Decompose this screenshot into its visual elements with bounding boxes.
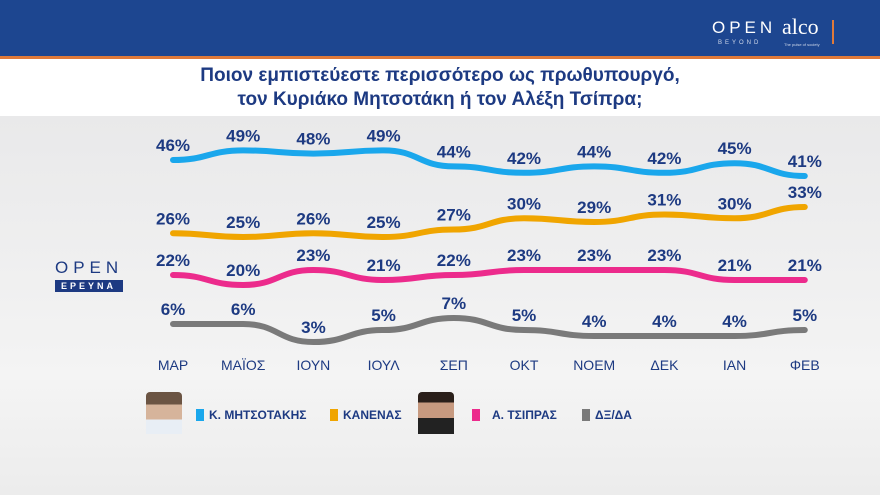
legend-label: ΚΑΝΕΝΑΣ bbox=[343, 408, 402, 422]
x-tick-label: ΙΟΥΛ bbox=[368, 357, 401, 373]
data-label: 26% bbox=[296, 209, 330, 228]
header-bar: OPEN BEYOND alco The pulse of society bbox=[0, 0, 880, 59]
data-label: 4% bbox=[652, 312, 677, 331]
series-line-0 bbox=[170, 147, 808, 179]
data-label: 5% bbox=[512, 306, 537, 325]
data-label: 5% bbox=[371, 306, 396, 325]
title-line-1: Ποιον εμπιστεύεστε περισσότερο ως πρωθυπ… bbox=[200, 65, 680, 86]
data-label: 30% bbox=[507, 194, 541, 213]
data-label: 46% bbox=[156, 136, 190, 155]
data-label: 41% bbox=[788, 152, 822, 171]
legend-swatch bbox=[196, 409, 204, 421]
x-tick-label: ΦΕΒ bbox=[790, 357, 820, 373]
data-label: 33% bbox=[788, 183, 822, 202]
legend-item-kanenas: ΚΑΝΕΝΑΣ bbox=[330, 408, 402, 422]
data-label: 5% bbox=[793, 306, 818, 325]
legend-item-tsipras: Α. ΤΣΙΠΡΑΣ bbox=[472, 408, 557, 422]
data-label: 21% bbox=[367, 256, 401, 275]
data-label: 30% bbox=[718, 194, 752, 213]
data-label: 6% bbox=[161, 300, 186, 319]
open-ereuna-logo: OPEN ΕΡΕΥΝΑ bbox=[55, 258, 124, 292]
legend-item-dkda: ΔΞ/ΔΑ bbox=[582, 408, 632, 422]
alco-logo: alco bbox=[782, 14, 819, 39]
series-line-3 bbox=[170, 314, 808, 346]
chart-title: Ποιον εμπιστεύεστε περισσότερο ως πρωθυπ… bbox=[0, 64, 880, 112]
data-label: 48% bbox=[296, 130, 330, 149]
legend-label: Α. ΤΣΙΠΡΑΣ bbox=[492, 408, 557, 422]
x-tick-label: ΜΑΪΟΣ bbox=[221, 357, 266, 373]
data-label: 23% bbox=[647, 246, 681, 265]
logo-top: OPEN bbox=[55, 258, 124, 277]
data-label: 44% bbox=[437, 142, 471, 161]
data-label: 49% bbox=[226, 126, 260, 145]
data-label: 4% bbox=[722, 312, 747, 331]
x-tick-label: ΙΟΥΝ bbox=[297, 357, 331, 373]
data-label: 3% bbox=[301, 318, 326, 337]
x-tick-label: ΙΑΝ bbox=[723, 357, 746, 373]
data-label: 6% bbox=[231, 300, 256, 319]
data-label: 27% bbox=[437, 206, 471, 225]
data-label: 25% bbox=[226, 213, 260, 232]
data-label: 22% bbox=[156, 251, 190, 270]
x-tick-label: ΣΕΠ bbox=[440, 357, 468, 373]
open-logo: OPEN bbox=[712, 18, 777, 37]
legend-swatch bbox=[582, 409, 590, 421]
alco-tagline: The pulse of society bbox=[784, 42, 820, 47]
logo-bottom: ΕΡΕΥΝΑ bbox=[55, 280, 124, 292]
data-label: 20% bbox=[226, 261, 260, 280]
data-label: 21% bbox=[788, 256, 822, 275]
divider bbox=[832, 20, 834, 44]
legend-label: Κ. ΜΗΤΣΟΤΑΚΗΣ bbox=[209, 408, 307, 422]
data-label: 23% bbox=[577, 246, 611, 265]
x-tick-label: ΔΕΚ bbox=[650, 357, 679, 373]
data-label: 44% bbox=[577, 142, 611, 161]
data-label: 21% bbox=[718, 256, 752, 275]
data-label: 42% bbox=[507, 149, 541, 168]
data-label: 25% bbox=[367, 213, 401, 232]
data-label: 49% bbox=[367, 126, 401, 145]
x-tick-label: ΜΑΡ bbox=[158, 357, 188, 373]
data-label: 45% bbox=[718, 139, 752, 158]
legend-swatch bbox=[330, 409, 338, 421]
legend-item-mitsotakis: Κ. ΜΗΤΣΟΤΑΚΗΣ bbox=[196, 408, 307, 422]
mitsotakis-photo bbox=[146, 392, 182, 434]
data-label: 31% bbox=[647, 191, 681, 210]
x-tick-label: ΟΚΤ bbox=[510, 357, 539, 373]
data-label: 26% bbox=[156, 209, 190, 228]
legend-label: ΔΞ/ΔΑ bbox=[595, 408, 632, 422]
legend-swatch bbox=[472, 409, 480, 421]
data-label: 22% bbox=[437, 251, 471, 270]
series-line-1 bbox=[170, 204, 808, 241]
data-label: 7% bbox=[442, 294, 467, 313]
series-line-2 bbox=[170, 266, 808, 289]
open-logo-sub: BEYOND bbox=[718, 40, 762, 46]
data-label: 29% bbox=[577, 198, 611, 217]
title-line-2: τον Κυριάκο Μητσοτάκη ή τον Αλέξη Τσίπρα… bbox=[237, 89, 643, 110]
tsipras-photo bbox=[418, 392, 454, 434]
data-label: 23% bbox=[296, 246, 330, 265]
x-tick-label: ΝΟΕΜ bbox=[573, 357, 615, 373]
data-label: 42% bbox=[647, 149, 681, 168]
data-label: 4% bbox=[582, 312, 607, 331]
data-label: 23% bbox=[507, 246, 541, 265]
